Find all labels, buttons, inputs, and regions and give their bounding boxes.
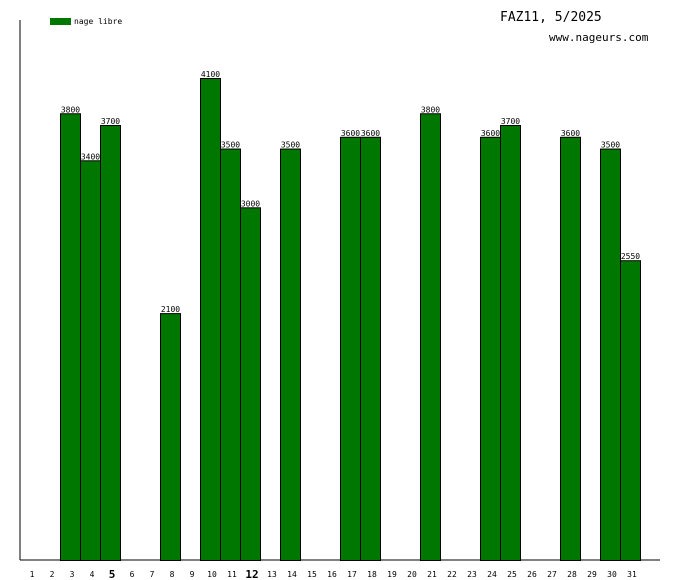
- bar-value-label: 3400: [81, 152, 100, 161]
- x-tick-label: 11: [227, 570, 237, 579]
- bar-value-label: 3700: [501, 117, 520, 126]
- bar: [280, 148, 301, 561]
- bar-value-label: 4100: [201, 70, 220, 79]
- x-tick-label: 4: [90, 570, 95, 579]
- x-tick-label: 20: [407, 570, 417, 579]
- x-tick-label: 9: [190, 570, 195, 579]
- bar: [600, 148, 621, 561]
- x-tick-label: 21: [427, 570, 437, 579]
- bar-value-label: 3800: [421, 105, 440, 114]
- bar-value-label: 3600: [361, 129, 380, 138]
- bar-value-label: 3600: [341, 129, 360, 138]
- bar: [500, 125, 521, 562]
- x-tick-label: 15: [307, 570, 317, 579]
- bar-value-label: 2550: [621, 252, 640, 261]
- x-tick-label: 23: [467, 570, 477, 579]
- x-tick-label: 14: [287, 570, 297, 579]
- x-tick-labels: 1 2 3 4 5 6 7 8 9 10 11 12 13 14 15 16 17 18 19 20 21 22 23 24 2…: [30, 568, 637, 580]
- x-tick-label: 25: [507, 570, 517, 579]
- bar: [620, 260, 641, 561]
- x-tick-label: 1: [30, 570, 35, 579]
- bar: [340, 136, 361, 561]
- bar-value-label: 3500: [601, 141, 620, 150]
- site-url: www.nageurs.com: [549, 31, 649, 44]
- x-tick-label: 19: [387, 570, 397, 579]
- bar: [480, 136, 501, 561]
- bar-value-label: 3800: [61, 105, 80, 114]
- x-tick-label: 16: [327, 570, 337, 579]
- bar-value-label: 2100: [161, 305, 180, 314]
- x-tick-label: 28: [567, 570, 577, 579]
- chart-title: FAZ11, 5/2025: [500, 10, 602, 25]
- bars: [60, 78, 641, 562]
- x-tick-label: 6: [130, 570, 135, 579]
- x-tick-label: 7: [150, 570, 155, 579]
- x-tick-label: 17: [347, 570, 357, 579]
- bar: [160, 313, 181, 561]
- x-tick-label: 29: [587, 570, 597, 579]
- bar-value-label: 3500: [281, 141, 300, 150]
- x-tick-label: 13: [267, 570, 277, 579]
- bar-value-label: 3600: [481, 129, 500, 138]
- bar-value-label: 3500: [221, 141, 240, 150]
- bar-value-label: 3700: [101, 117, 120, 126]
- bar: [420, 113, 441, 562]
- x-tick-label: 22: [447, 570, 457, 579]
- bar-value-label: 3000: [241, 199, 260, 208]
- x-tick-label: 10: [207, 570, 217, 579]
- legend-swatch: [50, 18, 71, 25]
- x-tick-label: 8: [170, 570, 175, 579]
- x-tick-label: 5: [109, 568, 116, 580]
- bar-value-label: 3600: [561, 129, 580, 138]
- bar: [220, 148, 241, 561]
- x-tick-label: 26: [527, 570, 537, 579]
- bar: [60, 113, 81, 562]
- legend-label: nage libre: [74, 17, 123, 26]
- x-tick-label: 18: [367, 570, 377, 579]
- bar: [240, 207, 261, 561]
- x-tick-label: 2: [50, 570, 55, 579]
- x-tick-label: 24: [487, 570, 497, 579]
- bar: [100, 125, 121, 562]
- x-tick-label: 31: [627, 570, 637, 579]
- x-tick-label: 27: [547, 570, 557, 579]
- x-tick-label: 3: [70, 570, 75, 579]
- bar: [200, 78, 221, 561]
- bar: [80, 160, 101, 561]
- bar: [360, 136, 381, 561]
- legend: nage libre: [50, 17, 122, 26]
- x-tick-label: 12: [245, 568, 258, 580]
- x-tick-label: 30: [607, 570, 617, 579]
- bar: [560, 136, 581, 561]
